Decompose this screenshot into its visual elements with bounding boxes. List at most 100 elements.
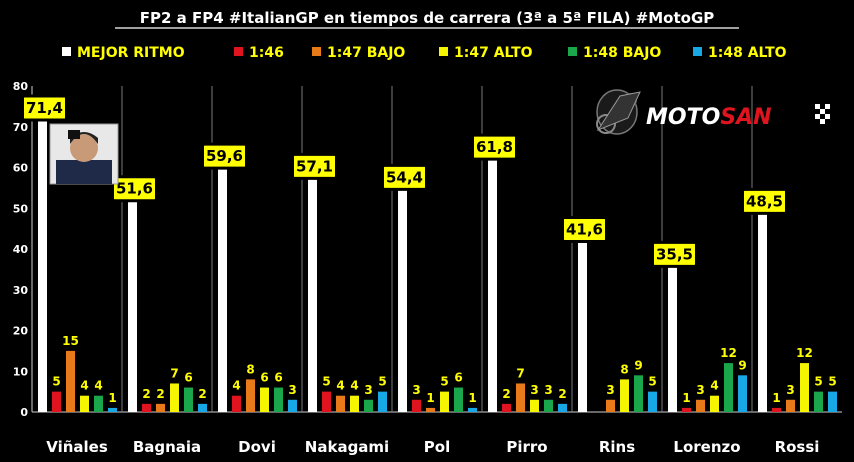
value-label: 41,6 — [566, 220, 603, 238]
value-label-box — [381, 163, 428, 191]
value-label-box — [651, 240, 698, 268]
value-label: 54,4 — [386, 168, 423, 186]
value-label: 3 — [786, 383, 794, 397]
bar — [710, 395, 719, 412]
value-label: 7 — [516, 366, 524, 380]
value-label: 71,4 — [26, 99, 63, 117]
bar — [530, 399, 539, 412]
y-tick-label: 30 — [13, 284, 29, 297]
bar — [246, 379, 255, 412]
value-label: 2 — [502, 387, 510, 401]
legend-entry: 1:48 ALTO — [708, 45, 787, 61]
value-label: 35,5 — [656, 245, 693, 263]
bar — [322, 391, 331, 412]
legend-swatch — [234, 47, 243, 56]
y-tick-label: 10 — [13, 365, 29, 378]
motorcycle-rider-icon — [596, 89, 641, 135]
y-tick-label: 0 — [20, 406, 28, 419]
category-label: Viñales — [46, 438, 108, 456]
value-label: 9 — [634, 358, 642, 372]
bar — [786, 399, 795, 412]
bar — [350, 395, 359, 412]
value-label: 4 — [710, 379, 718, 393]
bar — [66, 350, 75, 412]
value-label: 1 — [426, 391, 434, 405]
bar — [198, 403, 207, 412]
bar — [502, 403, 511, 412]
bar — [308, 179, 317, 412]
chart-title: FP2 a FP4 #ItalianGP en tiempos de carre… — [140, 9, 715, 27]
bar — [772, 407, 781, 412]
value-label: 15 — [62, 334, 79, 348]
legend-entry: 1:48 BAJO — [583, 45, 661, 61]
category-label: Rins — [599, 438, 635, 456]
value-label-box — [111, 175, 158, 203]
value-label: 6 — [454, 371, 462, 385]
value-label: 1 — [772, 391, 780, 405]
bar — [218, 169, 227, 412]
value-label-box — [741, 187, 788, 215]
value-label: 57,1 — [296, 157, 333, 175]
bar — [620, 379, 629, 412]
bar — [558, 403, 567, 412]
y-tick-label: 60 — [13, 162, 29, 175]
bar — [108, 407, 117, 412]
value-label: 59,6 — [206, 147, 243, 165]
value-label-box — [291, 152, 338, 180]
value-label: 5 — [440, 375, 448, 389]
value-label: 2 — [558, 387, 566, 401]
y-tick-label: 40 — [13, 243, 29, 256]
checkered-flag-icon — [815, 104, 830, 124]
value-label-box — [21, 94, 68, 122]
bar — [738, 375, 747, 412]
bar — [52, 391, 61, 412]
bar — [800, 363, 809, 412]
bar — [758, 214, 767, 412]
bar — [724, 363, 733, 412]
value-label-box — [201, 142, 248, 170]
bar — [668, 267, 677, 412]
bar — [468, 407, 477, 412]
value-label: 1 — [108, 391, 116, 405]
value-label: 5 — [814, 375, 822, 389]
bar — [578, 242, 587, 412]
bar — [232, 395, 241, 412]
rider-photo — [49, 123, 119, 185]
bar — [38, 121, 47, 413]
bar — [288, 399, 297, 412]
value-label: 3 — [412, 383, 420, 397]
bar — [634, 375, 643, 412]
bar — [142, 403, 151, 412]
value-label: 4 — [232, 379, 240, 393]
value-label: 1 — [468, 391, 476, 405]
bar — [170, 383, 179, 412]
legend-entry: 1:47 ALTO — [454, 45, 533, 61]
value-label: 8 — [246, 362, 254, 376]
bar — [412, 399, 421, 412]
legend-swatch — [312, 47, 321, 56]
bar — [426, 407, 435, 412]
value-label: 3 — [696, 383, 704, 397]
bar — [682, 407, 691, 412]
value-label: 12 — [720, 346, 737, 360]
value-label: 4 — [350, 379, 358, 393]
bar — [128, 201, 137, 412]
category-label: Rossi — [775, 438, 820, 456]
bar — [828, 391, 837, 412]
legend-swatch — [62, 47, 71, 56]
category-label: Nakagami — [305, 438, 389, 456]
legend-entry: 1:47 BAJO — [327, 45, 405, 61]
category-label: Pol — [424, 438, 450, 456]
bar — [440, 391, 449, 412]
value-label: 6 — [184, 371, 192, 385]
motosan-logo: MOTOSAN — [596, 89, 830, 135]
bar — [260, 387, 269, 412]
value-label: 51,6 — [116, 180, 153, 198]
value-label: 2 — [156, 387, 164, 401]
category-label: Lorenzo — [673, 438, 740, 456]
value-label: 61,8 — [476, 138, 513, 156]
value-label: 3 — [530, 383, 538, 397]
value-label: 9 — [738, 358, 746, 372]
value-label-box — [561, 215, 608, 243]
